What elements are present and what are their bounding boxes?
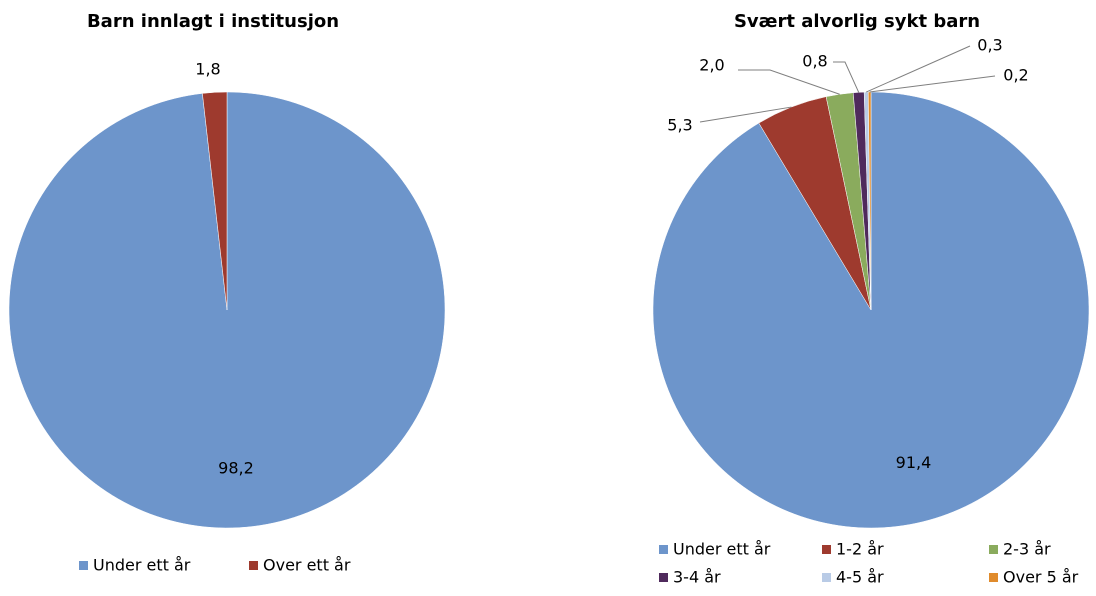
data-label: 98,2 [218,458,254,477]
legend-swatch [659,573,668,582]
leader-line [833,61,860,93]
leader-line [699,106,792,123]
leader-line [738,69,840,95]
legend-label: 1-2 år [836,540,884,559]
legend-swatch [822,573,831,582]
pie-slice [202,91,228,311]
data-label: 0,8 [802,52,827,71]
data-label: 0,2 [1003,66,1028,85]
legend-label: Over 5 år [1003,568,1079,587]
leader-line [866,45,971,93]
legend-swatch [989,573,998,582]
legend-label: 4-5 år [836,568,884,587]
legend-label: 2-3 år [1003,540,1051,559]
legend-swatch [79,561,88,570]
legend-swatch [249,561,258,570]
data-label: 2,0 [699,56,724,75]
data-label: 0,3 [977,36,1002,55]
legend-swatch [989,545,998,554]
legend-swatch [822,545,831,554]
data-label: 91,4 [896,453,932,472]
leader-line [869,75,996,93]
legend-label: Over ett år [263,556,351,575]
legend-swatch [659,545,668,554]
legend-label: 3-4 år [673,568,721,587]
chart-title: Svært alvorlig sykt barn [734,11,980,32]
data-label: 5,3 [667,116,692,135]
legend-label: Under ett år [673,540,771,559]
legend-label: Under ett år [93,556,191,575]
data-label: 1,8 [195,60,220,79]
chart-title: Barn innlagt i institusjon [87,11,339,32]
